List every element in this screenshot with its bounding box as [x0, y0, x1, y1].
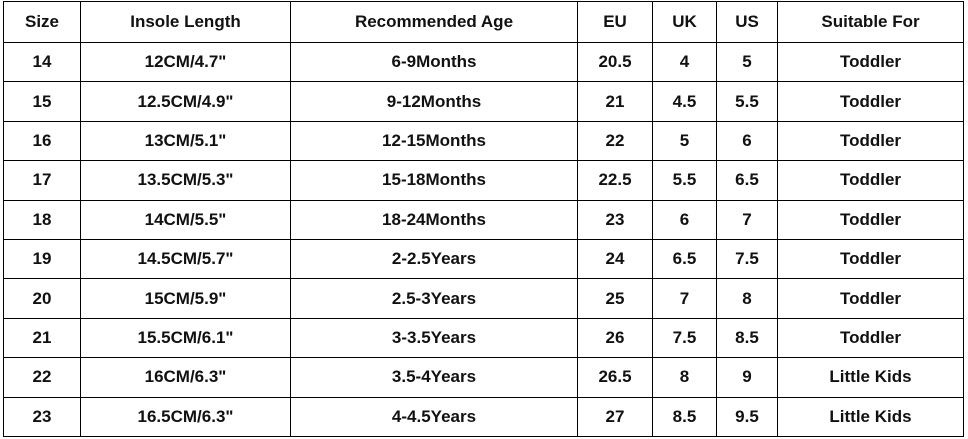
table-cell: 12-15Months [290, 120, 578, 162]
table-cell: 6 [716, 120, 778, 162]
table-cell: 13.5CM/5.3" [80, 160, 291, 201]
table-cell: 3-3.5Years [290, 317, 578, 359]
table-cell: 13CM/5.1" [80, 120, 291, 162]
table-cell: Toddler [777, 199, 964, 240]
table-cell: 5.5 [652, 160, 717, 201]
table-cell: 12.5CM/4.9" [80, 81, 291, 122]
table-cell: 6-9Months [290, 41, 578, 83]
table-cell: 6.5 [716, 160, 778, 201]
table-cell: 7 [652, 278, 717, 319]
table-cell: 6 [652, 199, 717, 240]
table-cell: 20 [3, 278, 81, 319]
table-cell: 4 [652, 41, 717, 83]
table-cell: 8.5 [652, 396, 717, 437]
size-table: Size Insole Length Recommended Age EU UK US Su… [3, 1, 964, 437]
table-row: 19 14.5CM/5.7" 2-2.5Years 24 6.5 7.5 Toddler [3, 238, 964, 280]
table-row: 22 16CM/6.3" 3.5-4Years 26.5 8 9 Little Kids [3, 357, 964, 398]
table-row: 20 15CM/5.9" 2.5-3Years 25 7 8 Toddler [3, 278, 964, 319]
table-cell: 5 [716, 41, 778, 83]
table-cell: 9-12Months [290, 81, 578, 122]
table-cell: 6.5 [652, 238, 717, 280]
table-cell: 16 [3, 120, 81, 162]
table-cell: 7.5 [652, 317, 717, 359]
table-cell: Little Kids [777, 396, 964, 437]
table-row: 23 16.5CM/6.3" 4-4.5Years 27 8.5 9.5 Little Ki… [3, 396, 964, 437]
table-cell: 8 [716, 278, 778, 319]
table-cell: 4-4.5Years [290, 396, 578, 437]
table-cell: 22 [3, 357, 81, 398]
table-cell: Toddler [777, 238, 964, 280]
table-cell: 8.5 [716, 317, 778, 359]
table-cell: 19 [3, 238, 81, 280]
table-cell: Toddler [777, 41, 964, 83]
table-cell: 12CM/4.7" [80, 41, 291, 83]
table-cell: Toddler [777, 278, 964, 319]
table-cell: 21 [577, 81, 653, 122]
table-cell: 15CM/5.9" [80, 278, 291, 319]
table-cell: Toddler [777, 81, 964, 122]
table-cell: Toddler [777, 120, 964, 162]
table-row: 16 13CM/5.1" 12-15Months 22 5 6 Toddler [3, 120, 964, 162]
table-cell: 14.5CM/5.7" [80, 238, 291, 280]
table-cell: 27 [577, 396, 653, 437]
table-cell: 21 [3, 317, 81, 359]
table-cell: 14CM/5.5" [80, 199, 291, 240]
table-cell: 15.5CM/6.1" [80, 317, 291, 359]
table-cell: 23 [577, 199, 653, 240]
header-cell: US [716, 1, 778, 43]
table-cell: 16.5CM/6.3" [80, 396, 291, 437]
table-cell: 22.5 [577, 160, 653, 201]
header-cell: UK [652, 1, 717, 43]
table-cell: 15 [3, 81, 81, 122]
table-cell: 9.5 [716, 396, 778, 437]
table-cell: 18 [3, 199, 81, 240]
table-row: 15 12.5CM/4.9" 9-12Months 21 4.5 5.5 Toddler [3, 81, 964, 122]
table-cell: 2.5-3Years [290, 278, 578, 319]
table-row: 18 14CM/5.5" 18-24Months 23 6 7 Toddler [3, 199, 964, 240]
table-cell: Little Kids [777, 357, 964, 398]
header-cell: Insole Length [80, 1, 291, 43]
header-cell: EU [577, 1, 653, 43]
table-row: 21 15.5CM/6.1" 3-3.5Years 26 7.5 8.5 Toddler [3, 317, 964, 359]
table-cell: 7.5 [716, 238, 778, 280]
table-row: 17 13.5CM/5.3" 15-18Months 22.5 5.5 6.5 Toddle… [3, 160, 964, 201]
table-cell: 26 [577, 317, 653, 359]
table-cell: 17 [3, 160, 81, 201]
table-cell: 5 [652, 120, 717, 162]
table-cell: 16CM/6.3" [80, 357, 291, 398]
table-cell: 25 [577, 278, 653, 319]
table-cell: 2-2.5Years [290, 238, 578, 280]
table-cell: 20.5 [577, 41, 653, 83]
table-cell: 15-18Months [290, 160, 578, 201]
header-row: Size Insole Length Recommended Age EU UK US Su… [3, 1, 964, 43]
header-cell: Size [3, 1, 81, 43]
table-row: 14 12CM/4.7" 6-9Months 20.5 4 5 Toddler [3, 41, 964, 83]
table-cell: Toddler [777, 160, 964, 201]
table-cell: 14 [3, 41, 81, 83]
table-cell: 8 [652, 357, 717, 398]
table-cell: 24 [577, 238, 653, 280]
table-cell: Toddler [777, 317, 964, 359]
header-cell: Suitable For [777, 1, 964, 43]
table-cell: 7 [716, 199, 778, 240]
table-cell: 5.5 [716, 81, 778, 122]
table-cell: 18-24Months [290, 199, 578, 240]
table-cell: 3.5-4Years [290, 357, 578, 398]
table-cell: 4.5 [652, 81, 717, 122]
table-cell: 23 [3, 396, 81, 437]
table-cell: 22 [577, 120, 653, 162]
table-cell: 26.5 [577, 357, 653, 398]
header-cell: Recommended Age [290, 1, 578, 43]
table-cell: 9 [716, 357, 778, 398]
